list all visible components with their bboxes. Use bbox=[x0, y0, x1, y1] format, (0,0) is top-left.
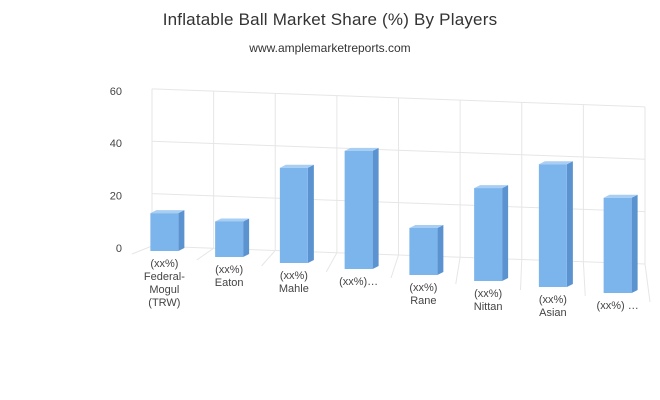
bar-front bbox=[150, 213, 179, 251]
bar-front bbox=[538, 164, 567, 287]
bar-side bbox=[502, 185, 509, 281]
bar-front bbox=[279, 167, 308, 263]
category-label: (xx%) Federal-Mogul (TRW) bbox=[144, 258, 185, 309]
bar-front bbox=[215, 221, 244, 257]
bar bbox=[603, 194, 638, 293]
bar-top bbox=[344, 147, 379, 151]
bar bbox=[215, 218, 250, 257]
gridline-floor bbox=[196, 247, 214, 261]
bar-side bbox=[566, 161, 573, 287]
bar-front bbox=[603, 197, 632, 293]
bar-top bbox=[538, 161, 573, 165]
category-label: (xx%) Asian bbox=[539, 294, 567, 319]
gridline-floor bbox=[390, 254, 399, 279]
y-tick-label: 40 bbox=[110, 138, 122, 150]
bar bbox=[344, 147, 379, 269]
bar-front bbox=[409, 227, 438, 275]
bar bbox=[538, 161, 573, 287]
bars bbox=[150, 147, 638, 293]
y-tick-label: 20 bbox=[110, 191, 122, 203]
gridline-floor bbox=[131, 245, 153, 255]
chart-title: Inflatable Ball Market Share (%) By Play… bbox=[162, 10, 498, 29]
gridline-floor bbox=[644, 263, 651, 303]
bar bbox=[279, 164, 314, 263]
chart-subtitle: www.amplemarketreports.com bbox=[249, 41, 411, 55]
category-label: (xx%) Rane bbox=[409, 282, 437, 307]
bar-front bbox=[474, 188, 503, 281]
bar-top bbox=[215, 218, 250, 222]
y-tick-label: 0 bbox=[116, 243, 122, 255]
gridline-floor bbox=[455, 257, 461, 285]
category-labels: (xx%) Federal-Mogul (TRW) (xx%) Eaton (xx%) Ma… bbox=[144, 258, 639, 319]
bar-side bbox=[437, 224, 444, 275]
bar-side bbox=[372, 147, 379, 269]
bar-top bbox=[603, 194, 638, 198]
gridline-floor bbox=[261, 250, 276, 267]
bar bbox=[474, 185, 509, 281]
gridline-floor bbox=[582, 261, 586, 297]
category-label: (xx%) Nittan bbox=[474, 288, 503, 313]
y-axis-ticks: 0 20 40 60 bbox=[110, 86, 122, 255]
category-label: (xx%)… bbox=[339, 276, 378, 288]
gridline-floor bbox=[520, 259, 523, 291]
bar-side bbox=[631, 194, 638, 293]
bar-side bbox=[178, 210, 185, 251]
gridline-floor bbox=[325, 252, 338, 273]
bar-side bbox=[243, 218, 250, 257]
bar bbox=[409, 224, 444, 275]
bar-top bbox=[409, 224, 444, 228]
category-label: (xx%) Mahle bbox=[279, 270, 309, 295]
y-tick-label: 60 bbox=[110, 86, 122, 98]
bar-side bbox=[307, 164, 314, 263]
bar bbox=[150, 210, 185, 251]
category-label: (xx%) … bbox=[597, 300, 639, 312]
category-label: (xx%) Eaton bbox=[215, 264, 244, 289]
bar-top bbox=[474, 185, 509, 189]
bar-top bbox=[279, 164, 314, 168]
bar-front bbox=[344, 150, 373, 269]
bar-top bbox=[150, 210, 185, 214]
